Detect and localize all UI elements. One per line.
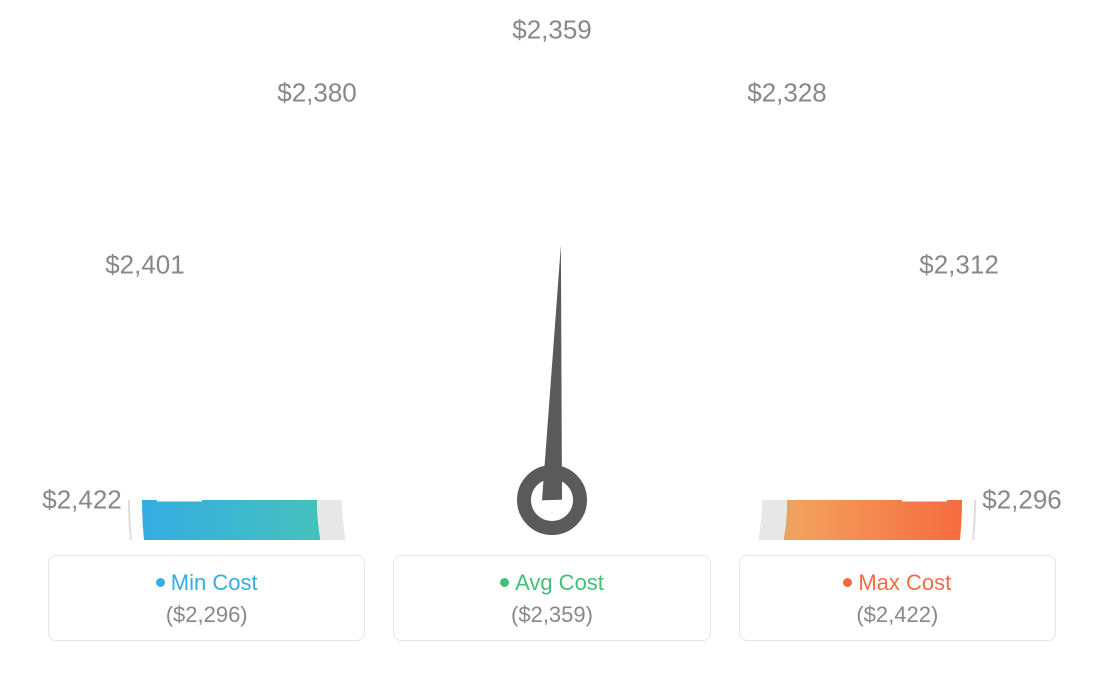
legend-title-max: Max Cost (750, 570, 1045, 596)
dot-icon (843, 578, 852, 587)
legend-card-avg: Avg Cost ($2,359) (393, 555, 710, 641)
dot-icon (156, 578, 165, 587)
gauge-tick-label: $2,359 (512, 15, 592, 46)
legend-title-min: Min Cost (59, 570, 354, 596)
legend-label-avg: Avg Cost (515, 570, 604, 595)
legend-row: Min Cost ($2,296) Avg Cost ($2,359) Max … (0, 555, 1104, 641)
legend-value-avg: ($2,359) (404, 602, 699, 628)
gauge-tick-label: $2,328 (747, 77, 827, 108)
gauge-tick-label: $2,401 (105, 250, 185, 281)
gauge-tick-label: $2,422 (42, 485, 122, 516)
legend-card-min: Min Cost ($2,296) (48, 555, 365, 641)
gauge-tick-label: $2,312 (919, 250, 999, 281)
legend-value-max: ($2,422) (750, 602, 1045, 628)
legend-card-max: Max Cost ($2,422) (739, 555, 1056, 641)
legend-value-min: ($2,296) (59, 602, 354, 628)
legend-label-min: Min Cost (171, 570, 258, 595)
legend-title-avg: Avg Cost (404, 570, 699, 596)
gauge-chart: $2,296 $2,312 $2,328 $2,359 $2,380 $2,401 $2,4… (0, 0, 1104, 540)
legend-label-max: Max Cost (858, 570, 951, 595)
gauge-tick-label: $2,296 (982, 485, 1062, 516)
gauge-tick-label: $2,380 (277, 77, 357, 108)
dot-icon (500, 578, 509, 587)
